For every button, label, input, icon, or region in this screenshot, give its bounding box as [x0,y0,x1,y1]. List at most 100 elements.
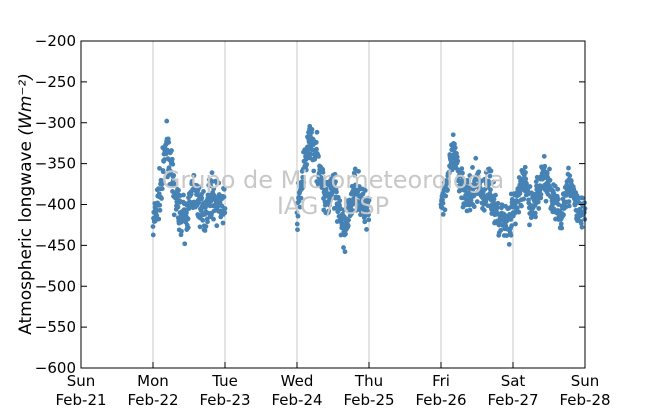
x-tick-day: Sun [67,372,96,390]
data-point [473,155,479,161]
y-tick-label: −600 [35,359,76,377]
data-point [208,183,214,189]
data-point [300,174,306,180]
data-point [536,206,542,211]
data-point [471,204,477,210]
x-tick-label: Sun Feb-21 [55,372,106,409]
data-point [566,165,571,171]
data-point [474,199,480,205]
data-point [152,218,158,224]
data-point [169,148,174,153]
data-point [349,211,354,217]
data-point [203,224,209,229]
x-tick-label: Tue Feb-23 [199,372,250,409]
data-point [481,207,487,213]
data-point [452,145,458,151]
data-point [532,210,538,216]
data-point [188,191,194,197]
data-point [538,192,544,197]
data-point [179,228,184,234]
data-point [222,210,228,216]
data-point [297,204,303,210]
data-point [568,178,574,184]
x-tick-date: Feb-25 [343,391,394,409]
x-tick-day: Tue [211,372,238,390]
data-point [211,186,217,192]
data-point [332,171,338,177]
data-point [356,168,361,174]
data-point [470,165,475,170]
data-point [200,217,206,223]
data-point [176,187,181,193]
data-point [366,198,372,203]
data-point [342,249,348,255]
data-point [157,202,163,208]
y-axis-title: Atmospheric longwave (Wm⁻²) [16,73,36,335]
x-tick-date: Feb-28 [559,391,610,409]
data-point [343,231,348,237]
data-point [578,221,584,226]
data-point [580,195,585,201]
data-point [311,168,317,174]
data-point [316,154,321,159]
data-point [467,207,473,213]
watermark-line-1: Grupo de Micrometeorologia [162,166,504,194]
data-point [561,212,566,218]
data-point [566,199,572,205]
y-tick-label: −200 [35,32,76,50]
data-point [509,223,515,229]
data-point [304,162,310,167]
data-point [533,214,538,220]
data-point [312,156,318,162]
data-point [175,204,181,210]
data-point [543,198,549,204]
data-point [160,169,166,175]
data-point [334,189,339,195]
data-point [542,163,548,169]
data-point [303,167,309,173]
data-point [445,187,450,193]
data-point [365,208,370,214]
data-point [337,198,343,204]
data-point [326,208,332,214]
data-point [491,196,497,202]
data-point [486,181,492,187]
data-point [360,191,366,197]
data-point [170,161,176,167]
y-axis-title-unit: (Wm⁻²) [16,73,36,135]
data-point [487,173,493,179]
data-point [541,153,547,159]
x-tick-label: Sat Feb-27 [487,372,538,409]
data-point [150,232,156,238]
data-point [483,199,489,205]
data-point [527,222,532,228]
y-tick-label: −550 [35,318,76,336]
data-point [465,180,471,185]
x-tick-date: Feb-22 [127,391,178,409]
data-point [440,211,446,217]
data-point [295,213,301,219]
data-point [533,179,539,185]
data-point [341,245,346,250]
x-tick-label: Sun Feb-28 [559,372,610,409]
data-point [197,224,203,230]
data-point [333,179,338,185]
data-point [209,170,215,176]
data-point [446,170,452,176]
data-point [579,224,585,230]
data-point [544,170,550,176]
y-tick-label: −500 [35,277,76,295]
data-point [327,202,332,208]
data-point [366,217,372,223]
x-tick-day: Wed [281,372,314,390]
data-point [498,227,504,233]
data-point [157,207,163,213]
data-point [476,169,482,175]
x-tick-label: Mon Feb-22 [127,372,178,409]
data-point [298,195,304,201]
data-point [442,207,448,213]
data-point [454,154,460,160]
data-point [199,195,205,201]
